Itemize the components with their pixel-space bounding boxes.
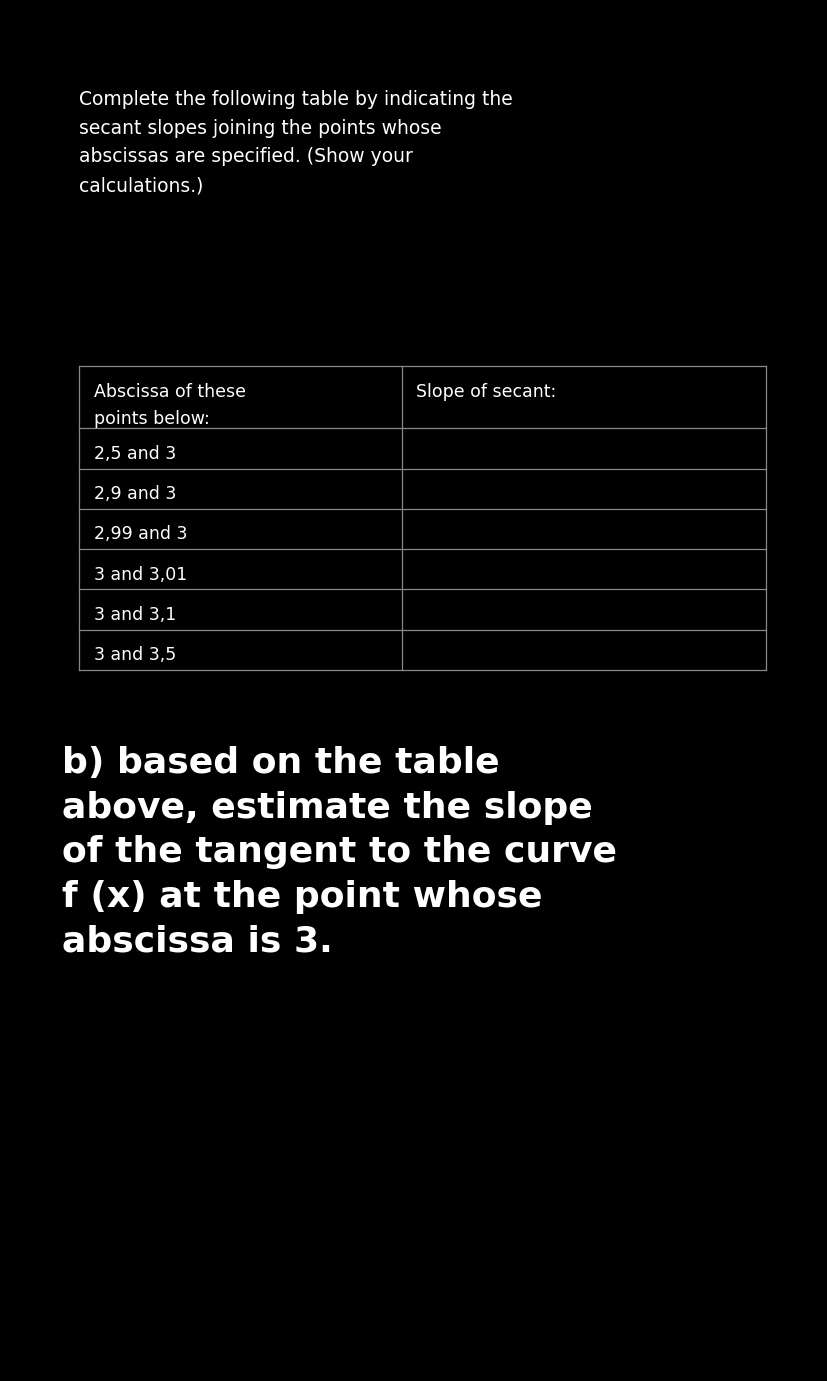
Text: Slope of secant:: Slope of secant: bbox=[416, 383, 556, 400]
Text: 3 and 3,1: 3 and 3,1 bbox=[93, 606, 175, 624]
Text: 3 and 3,5: 3 and 3,5 bbox=[93, 646, 175, 664]
Text: b) based on the table
above, estimate the slope
of the tangent to the curve
f (x: b) based on the table above, estimate th… bbox=[62, 746, 616, 958]
Text: 2,5 and 3: 2,5 and 3 bbox=[93, 445, 175, 463]
Text: Abscissa of these
points below:: Abscissa of these points below: bbox=[93, 383, 246, 428]
Text: 3 and 3,01: 3 and 3,01 bbox=[93, 566, 187, 584]
Text: Complete the following table by indicating the
secant slopes joining the points : Complete the following table by indicati… bbox=[79, 90, 512, 195]
Text: 2,9 and 3: 2,9 and 3 bbox=[93, 485, 175, 503]
Text: 2,99 and 3: 2,99 and 3 bbox=[93, 525, 187, 543]
